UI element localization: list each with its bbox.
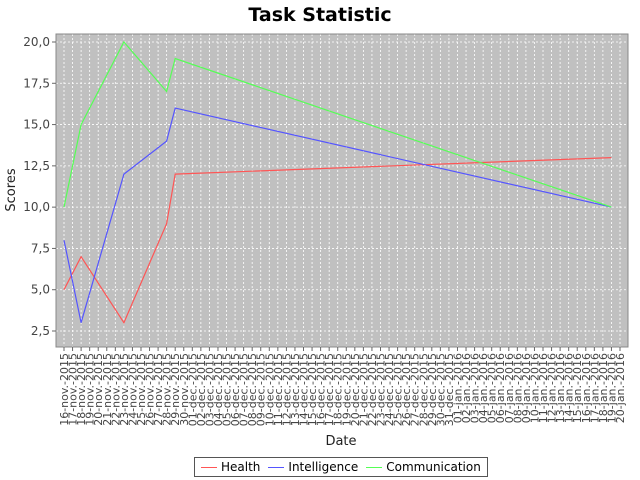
chart-title: Task Statistic xyxy=(248,4,392,26)
grid-lines xyxy=(56,34,628,347)
x-tick-label: 02-jan.-2016 xyxy=(460,353,473,423)
y-tick-label: 15,0 xyxy=(23,118,50,132)
x-tick-label: 05-jan.-2016 xyxy=(486,353,499,423)
x-tick-label: 27-dec.-2015 xyxy=(409,353,422,426)
x-tick-label: 03-dec.-2015 xyxy=(203,353,216,426)
x-tick-label: 07-dec.-2015 xyxy=(238,353,251,426)
plot-border xyxy=(55,33,629,348)
x-tick-label: 09-jan.-2016 xyxy=(520,353,533,423)
legend-label: Communication xyxy=(386,460,481,474)
x-tick-label: 31-dec.-2015 xyxy=(443,353,456,426)
x-tick-label: 20-jan.-2016 xyxy=(614,353,627,423)
x-tick-label: 13-jan.-2016 xyxy=(554,353,567,423)
x-tick-label: 25-nov.-2015 xyxy=(135,353,148,426)
series-line-health xyxy=(63,157,612,324)
x-axis-label: Date xyxy=(325,434,356,449)
x-tick-label: 01-dec.-2015 xyxy=(186,353,199,426)
legend-label: Health xyxy=(221,460,261,474)
y-axis: 2,5 5,0 7,5 10,0 12,5 15,0 17,5 20,0 xyxy=(23,35,56,338)
x-tick-label: 12-jan.-2016 xyxy=(546,353,559,423)
x-axis: 16-nov.-201517-nov.-201518-nov.-201519-n… xyxy=(58,347,627,426)
y-tick-label: 10,0 xyxy=(23,200,50,214)
y-tick-label: 2,5 xyxy=(31,324,50,338)
x-tick-label: 21-dec.-2015 xyxy=(357,353,370,426)
x-tick-label: 05-dec.-2015 xyxy=(221,353,234,426)
x-tick-label: 08-jan.-2016 xyxy=(511,353,524,423)
x-tick-label: 13-dec.-2015 xyxy=(289,353,302,426)
x-tick-label: 22-nov.-2015 xyxy=(109,353,122,426)
y-tick-label: 17,5 xyxy=(23,76,50,90)
x-tick-label: 18-dec.-2015 xyxy=(332,353,345,426)
x-tick-label: 01-jan.-2016 xyxy=(451,353,464,423)
x-tick-label: 30-nov.-2015 xyxy=(178,353,191,426)
x-tick-label: 28-nov.-2015 xyxy=(161,353,174,426)
y-axis-label: Scores xyxy=(4,168,19,211)
x-tick-label: 21-nov.-2015 xyxy=(101,353,114,426)
legend-label: Intelligence xyxy=(288,460,359,474)
x-tick-label: 15-jan.-2016 xyxy=(571,353,584,423)
x-tick-label: 26-dec.-2015 xyxy=(400,353,413,426)
x-tick-label: 25-dec.-2015 xyxy=(392,353,405,426)
x-tick-label: 10-jan.-2016 xyxy=(528,353,541,423)
x-tick-label: 06-dec.-2015 xyxy=(229,353,242,426)
x-tick-label: 22-dec.-2015 xyxy=(366,353,379,426)
series-line-communication xyxy=(63,40,612,208)
x-tick-label: 28-dec.-2015 xyxy=(417,353,430,426)
x-tick-label: 14-jan.-2016 xyxy=(563,353,576,423)
y-tick-label: 5,0 xyxy=(31,283,50,297)
legend-item-intelligence: Intelligence xyxy=(268,460,358,474)
legend: Health Intelligence Communication xyxy=(194,457,488,477)
x-tick-label: 11-dec.-2015 xyxy=(272,353,285,426)
x-tick-label: 29-dec.-2015 xyxy=(426,353,439,426)
x-tick-label: 03-jan.-2016 xyxy=(469,353,482,423)
x-tick-label: 23-dec.-2015 xyxy=(374,353,387,426)
y-tick-label: 7,5 xyxy=(31,241,50,255)
x-tick-label: 02-dec.-2015 xyxy=(195,353,208,426)
x-tick-label: 30-dec.-2015 xyxy=(434,353,447,426)
series-line-intelligence xyxy=(63,107,612,323)
x-tick-label: 18-nov.-2015 xyxy=(75,353,88,426)
x-tick-label: 27-nov.-2015 xyxy=(152,353,165,426)
x-tick-label: 20-dec.-2015 xyxy=(349,353,362,426)
x-tick-label: 12-dec.-2015 xyxy=(280,353,293,426)
x-tick-label: 16-nov.-2015 xyxy=(58,353,71,426)
legend-swatch xyxy=(201,466,217,468)
x-tick-label: 07-jan.-2016 xyxy=(503,353,516,423)
legend-item-communication: Communication xyxy=(366,460,481,474)
y-tick-label: 20,0 xyxy=(23,35,50,49)
x-tick-label: 20-nov.-2015 xyxy=(92,353,105,426)
x-tick-label: 14-dec.-2015 xyxy=(298,353,311,426)
x-tick-label: 19-jan.-2016 xyxy=(605,353,618,423)
x-tick-label: 26-nov.-2015 xyxy=(144,353,157,426)
legend-item-health: Health xyxy=(201,460,260,474)
x-tick-label: 17-dec.-2015 xyxy=(323,353,336,426)
legend-swatch xyxy=(366,466,383,468)
x-tick-label: 10-dec.-2015 xyxy=(263,353,276,426)
x-tick-label: 16-jan.-2016 xyxy=(580,353,593,423)
x-tick-label: 19-nov.-2015 xyxy=(84,353,97,426)
x-tick-label: 08-dec.-2015 xyxy=(246,353,259,426)
x-tick-label: 04-jan.-2016 xyxy=(477,353,490,423)
x-tick-label: 09-dec.-2015 xyxy=(255,353,268,426)
x-tick-label: 24-dec.-2015 xyxy=(383,353,396,426)
x-tick-label: 11-jan.-2016 xyxy=(537,353,550,423)
x-tick-label: 23-nov.-2015 xyxy=(118,353,131,426)
plot-area xyxy=(56,34,628,347)
x-tick-label: 17-nov.-2015 xyxy=(67,353,80,426)
x-tick-label: 17-jan.-2016 xyxy=(588,353,601,423)
legend-swatch xyxy=(268,466,285,468)
x-tick-label: 04-dec.-2015 xyxy=(212,353,225,426)
x-tick-label: 24-nov.-2015 xyxy=(126,353,139,426)
x-tick-label: 18-jan.-2016 xyxy=(597,353,610,423)
series-layer xyxy=(63,40,612,324)
x-tick-label: 19-dec.-2015 xyxy=(340,353,353,426)
x-tick-label: 29-nov.-2015 xyxy=(169,353,182,426)
y-tick-label: 12,5 xyxy=(23,159,50,173)
x-tick-label: 06-jan.-2016 xyxy=(494,353,507,423)
x-tick-label: 15-dec.-2015 xyxy=(306,353,319,426)
x-tick-label: 16-dec.-2015 xyxy=(315,353,328,426)
